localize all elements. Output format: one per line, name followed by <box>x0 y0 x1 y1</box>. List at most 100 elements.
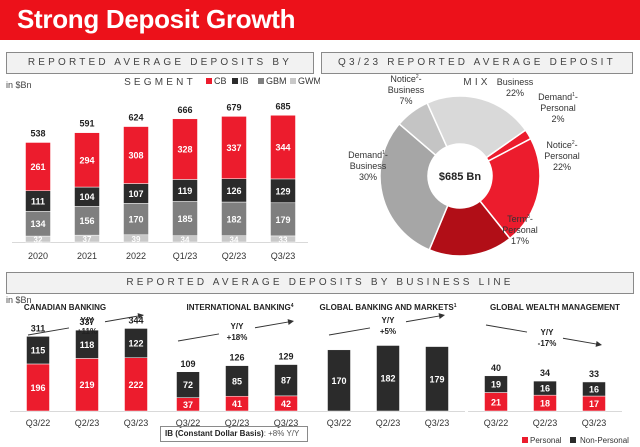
panel-title: GLOBAL BANKING AND MARKETS1 <box>320 303 457 312</box>
bar-segment-non-personal <box>533 380 557 396</box>
slice-label-line: Notice2- <box>546 140 577 150</box>
x-tick-label: Q3/23 <box>271 251 296 261</box>
total-label: 129 <box>278 352 293 362</box>
note-bold: IB (Constant Dollar Basis) <box>165 429 264 438</box>
slice-label-line: Personal <box>544 151 580 161</box>
dash: - <box>419 74 422 84</box>
bar-segment-cb <box>123 126 149 184</box>
data-label: 72 <box>183 380 193 390</box>
data-label: 21 <box>491 397 501 407</box>
legend-swatch-gwm <box>290 78 296 84</box>
slice-value: 17% <box>511 236 529 246</box>
data-label: 37 <box>83 235 92 244</box>
note-rest: : +8% Y/Y <box>263 429 300 438</box>
total-label: 679 <box>226 102 241 112</box>
yy-value: +5% <box>380 327 396 336</box>
total-label: 33 <box>589 369 599 379</box>
segment-chart-header: REPORTED AVERAGE DEPOSITS BY SEGMENT <box>6 52 314 88</box>
data-label: 222 <box>128 380 143 390</box>
superscript: 2 <box>416 74 419 80</box>
panel-title: CANADIAN BANKING <box>24 303 106 312</box>
dash: - <box>525 74 528 76</box>
bar-segment-gbm <box>221 201 247 236</box>
data-label: 294 <box>79 155 94 165</box>
bar-segment-cb <box>25 142 51 192</box>
x-tick-label: Q2/23 <box>75 418 100 428</box>
data-label: 39 <box>132 235 141 244</box>
bar-segment-cb <box>74 132 100 188</box>
ib-constant-dollar-note: IB (Constant Dollar Basis): +8% Y/Y <box>160 426 308 442</box>
data-label: 156 <box>79 216 94 226</box>
bar-segment-cb <box>221 116 247 179</box>
x-tick-label: Q3/22 <box>484 418 509 428</box>
total-label: 591 <box>79 119 94 129</box>
data-label: 111 <box>31 197 45 207</box>
trend-line <box>177 333 220 342</box>
dash: - <box>575 92 578 102</box>
data-label: 19 <box>491 380 501 390</box>
mix-chart: $685 BnDemand1-Personal2%Notice2-Persona… <box>348 74 580 257</box>
x-tick-label: Q2/23 <box>533 418 558 428</box>
bar-segment-non-personal <box>582 381 606 397</box>
legend-label-ib: IB <box>240 76 249 86</box>
superscript: 1 <box>454 303 457 309</box>
dash: - <box>530 214 533 224</box>
slice-value: 30% <box>359 172 377 182</box>
trend-line <box>405 315 442 323</box>
bar-segment-gbm <box>74 206 100 236</box>
x-tick-label: Q2/23 <box>222 251 247 261</box>
data-label: 344 <box>275 143 290 153</box>
x-tick-label: Q3/22 <box>327 418 352 428</box>
bar-segment-non-personal <box>274 364 298 397</box>
slice-label-line: Business <box>350 161 387 171</box>
trend-line <box>562 337 599 345</box>
data-label: 134 <box>30 219 45 229</box>
superscript: 1 <box>382 150 385 156</box>
legend-label-non-personal: Non-Personal <box>580 436 629 445</box>
trend-arrow-icon <box>137 313 144 319</box>
data-label: 34 <box>230 235 239 244</box>
data-label: 16 <box>589 385 599 395</box>
mix-chart-header: Q3/23 REPORTED AVERAGE DEPOSIT MIX <box>321 52 633 88</box>
pie-slice <box>379 122 449 251</box>
data-label: 170 <box>128 215 143 225</box>
data-label: 119 <box>178 186 193 196</box>
panel-title: INTERNATIONAL BANKING4 <box>187 303 294 312</box>
bar-segment-gbm <box>270 202 296 237</box>
data-label: 179 <box>429 374 444 384</box>
total-label: 126 <box>229 353 244 363</box>
data-label: 17 <box>589 399 599 409</box>
business-line-header: REPORTED AVERAGE DEPOSITS BY BUSINESS LI… <box>6 272 634 294</box>
slice-label-line: Demand1- <box>538 92 578 102</box>
data-label: 308 <box>128 151 143 161</box>
slice-value: 7% <box>399 96 412 106</box>
trend-arrow-icon <box>287 319 294 325</box>
yy-label: Y/Y <box>541 328 555 337</box>
slice-value: 22% <box>506 88 524 98</box>
data-label: 32 <box>34 236 43 245</box>
yy-label: Y/Y <box>231 322 245 331</box>
legend-swatch-personal <box>522 437 528 443</box>
data-label: 328 <box>177 145 192 155</box>
title-bar: Strong Deposit Growth <box>0 0 640 40</box>
data-label: 126 <box>226 186 241 196</box>
data-label: 182 <box>226 214 241 224</box>
legend-swatch-cb <box>206 78 212 84</box>
trend-line <box>27 327 70 336</box>
x-tick-label: Q1/23 <box>173 251 198 261</box>
total-label: 337 <box>79 317 94 327</box>
slice-label-line: Business <box>497 77 534 87</box>
data-label: 129 <box>275 186 290 196</box>
slice-label-line: Demand1- <box>348 150 388 160</box>
data-label: 261 <box>30 162 45 172</box>
dash: - <box>385 150 388 160</box>
legend-label-cb: CB <box>214 76 227 86</box>
trend-line <box>485 324 528 333</box>
bar-segment-gbm <box>25 211 51 237</box>
x-tick-label: 2021 <box>77 251 97 261</box>
